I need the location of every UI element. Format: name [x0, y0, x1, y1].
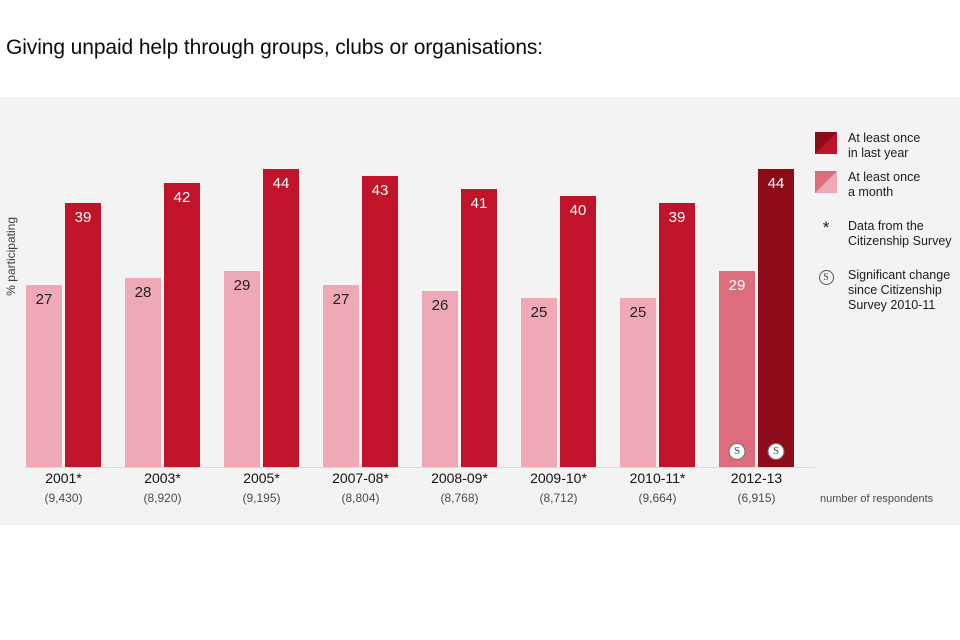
legend-note: * Data from the Citizenship Survey	[815, 219, 960, 249]
bar-group: 25 40	[520, 117, 597, 467]
x-axis-respondent-count: (6,915)	[737, 491, 776, 505]
x-axis-tick: 2003* (8,920)	[124, 470, 201, 505]
x-axis-respondent-count: (8,804)	[341, 491, 380, 505]
legend-swatch-light	[815, 171, 837, 193]
bar-value-label: 26	[431, 297, 449, 314]
bar-value-label: 44	[767, 175, 785, 192]
bar-value-label: 43	[371, 182, 389, 199]
x-axis-respondent-count: (9,430)	[44, 491, 83, 505]
bar-value-label: 28	[134, 284, 152, 301]
bar-group: 27 43	[322, 117, 399, 467]
bar-value-label: 44	[272, 175, 290, 192]
asterisk-icon: *	[822, 218, 830, 237]
bar-group: 29 44	[223, 117, 300, 467]
x-axis-tick: 2007-08* (8,804)	[322, 470, 399, 505]
x-axis-respondent-count: (8,768)	[440, 491, 479, 505]
x-axis-tick: 2001* (9,430)	[25, 470, 102, 505]
bar-group: 25 39	[619, 117, 696, 467]
x-axis: 2001* (9,430) 2003* (8,920) 2005* (9,195) 2007…	[25, 470, 815, 518]
page-title: Giving unpaid help through groups, clubs…	[6, 36, 544, 59]
x-axis-tick: 2005* (9,195)	[223, 470, 300, 505]
x-axis-tick: 2008-09* (8,768)	[421, 470, 498, 505]
bar-value-label: 39	[668, 209, 686, 226]
bar-at-least-once-in-last-year: 41	[460, 188, 498, 467]
x-axis-period-label: 2005*	[243, 470, 280, 486]
bar-at-least-once-a-month: 25	[619, 297, 657, 467]
bar-value-label: 29	[233, 277, 251, 294]
bar-value-label: 42	[173, 189, 191, 206]
bar-value-label: 27	[332, 291, 350, 308]
x-axis-period-label: 2009-10*	[530, 470, 587, 486]
bar-at-least-once-a-month: 28	[124, 277, 162, 467]
respondents-note: number of respondents	[820, 493, 934, 505]
x-axis-tick: 2010-11* (9,664)	[619, 470, 696, 505]
legend-swatch-dark	[815, 132, 837, 154]
bar-at-least-once-in-last-year: 42	[163, 182, 201, 467]
plot-area: 27 39 28 42 29 44 27 43 26 41 25 40 25 39 29 S 44 S	[25, 117, 815, 468]
bar-at-least-once-in-last-year: 44	[262, 168, 300, 467]
x-axis-period-label: 2001*	[45, 470, 82, 486]
bar-at-least-once-a-month: 29	[223, 270, 261, 467]
bar-at-least-once-in-last-year: 39	[658, 202, 696, 467]
x-axis-period-label: 2012-13	[730, 470, 783, 486]
significant-change-badge: S	[818, 270, 834, 285]
bar-at-least-once-a-month: 29 S	[718, 270, 756, 467]
bar-at-least-once-in-last-year: 39	[64, 202, 102, 467]
bar-value-label: 25	[629, 304, 647, 321]
legend-note-label: Data from the Citizenship Survey	[848, 219, 952, 248]
bar-value-label: 27	[35, 291, 53, 308]
x-axis-respondent-count: (8,920)	[143, 491, 182, 505]
chart-legend: At least once in last year At least once a …	[815, 131, 960, 313]
bar-at-least-once-a-month: 25	[520, 297, 558, 467]
x-axis-respondent-count: (9,664)	[638, 491, 677, 505]
bar-value-label: 39	[74, 209, 92, 226]
bar-group: 28 42	[124, 117, 201, 467]
legend-item[interactable]: At least once a month	[815, 170, 960, 200]
x-axis-period-label: 2003*	[144, 470, 181, 486]
x-axis-period-label: 2007-08*	[332, 470, 389, 486]
bar-at-least-once-in-last-year: 43	[361, 175, 399, 467]
legend-note: S Significant change since Citizenship Surv…	[815, 268, 960, 313]
y-axis-label: % participating	[4, 217, 18, 296]
bar-at-least-once-in-last-year: 44 S	[757, 168, 795, 467]
bar-group: 29 S 44 S	[718, 117, 795, 467]
significant-change-icon: S	[767, 443, 785, 460]
bar-value-label: 29	[728, 277, 746, 294]
bar-value-label: 41	[470, 195, 488, 212]
x-axis-respondent-count: (8,712)	[539, 491, 578, 505]
significant-change-icon: S	[815, 268, 837, 285]
x-axis-tick: 2012-13 (6,915)	[718, 470, 795, 505]
bar-value-label: 25	[530, 304, 548, 321]
x-axis-period-label: 2008-09*	[431, 470, 488, 486]
significant-change-icon: S	[728, 443, 746, 460]
legend-item[interactable]: At least once in last year	[815, 131, 960, 161]
x-axis-period-label: 2010-11*	[629, 470, 686, 486]
bar-at-least-once-a-month: 27	[322, 284, 360, 467]
bar-group: 26 41	[421, 117, 498, 467]
bar-value-label: 40	[569, 202, 587, 219]
bar-at-least-once-a-month: 26	[421, 290, 459, 467]
legend-note-label: Significant change since Citizenship Surve…	[848, 268, 951, 312]
legend-item-label: At least once in last year	[848, 131, 921, 160]
chart-panel: % participating 27 39 28 42 29 44 27 43 26 41 25 40…	[0, 97, 960, 525]
bar-at-least-once-in-last-year: 40	[559, 195, 597, 467]
axis-baseline	[25, 467, 815, 468]
bar-group: 27 39	[25, 117, 102, 467]
legend-item-label: At least once a month	[848, 170, 921, 199]
bar-at-least-once-a-month: 27	[25, 284, 63, 467]
x-axis-tick: 2009-10* (8,712)	[520, 470, 597, 505]
x-axis-respondent-count: (9,195)	[242, 491, 281, 505]
